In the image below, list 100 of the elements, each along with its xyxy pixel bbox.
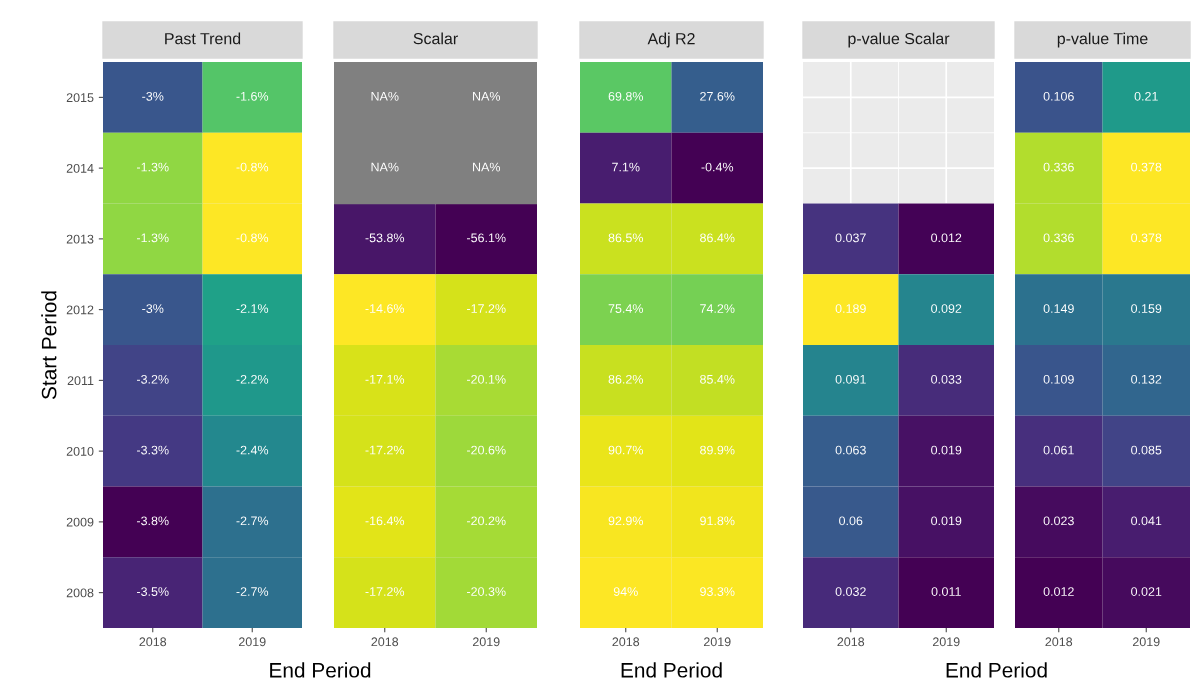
text: NA% bbox=[473, 91, 501, 101]
data-label: -3.8% bbox=[136, 516, 169, 526]
y-tick-label: 2008 bbox=[66, 588, 94, 598]
data-label: -3% bbox=[142, 91, 164, 101]
x-axis-title: End Period bbox=[270, 662, 371, 678]
data-label: 0.336 bbox=[1043, 162, 1074, 172]
data-label: -2.2% bbox=[236, 374, 269, 384]
data-label: 89.9% bbox=[700, 445, 735, 455]
data-label: 69.8% bbox=[608, 91, 644, 101]
x-tick-label: 2018 bbox=[139, 637, 167, 647]
x-tick-label: 2019 bbox=[472, 637, 500, 647]
data-label: 0.378 bbox=[1131, 233, 1162, 243]
chart-title: p-value Time bbox=[1057, 32, 1148, 48]
data-label: 0.159 bbox=[1131, 304, 1162, 313]
y-tick-label: 2013 bbox=[66, 234, 94, 244]
data-label: -56.1% bbox=[467, 233, 506, 243]
data-label: 94% bbox=[613, 587, 638, 596]
x-tick-label: 2018 bbox=[371, 637, 399, 647]
data-label: 0.132 bbox=[1131, 374, 1162, 384]
data-label: 0.061 bbox=[1043, 445, 1074, 455]
x-tick-label: 2019 bbox=[1132, 637, 1160, 647]
data-label: 0.021 bbox=[1131, 587, 1162, 596]
data-label: 0.085 bbox=[1131, 445, 1162, 455]
data-label: -3.5% bbox=[136, 587, 169, 596]
data-label: -2.1% bbox=[236, 304, 269, 313]
data-label: -17.2% bbox=[467, 304, 506, 313]
data-label: 85.4% bbox=[700, 374, 735, 384]
y-tick-label: 2011 bbox=[67, 376, 94, 386]
data-label: -3% bbox=[142, 304, 164, 313]
data-label: -17.2% bbox=[365, 587, 405, 596]
data-label: 86.4% bbox=[700, 233, 735, 243]
data-label: -17.1% bbox=[365, 374, 405, 384]
data-label: 0.033 bbox=[931, 374, 962, 384]
data-label: 0.06 bbox=[839, 516, 863, 526]
data-label: 93.3% bbox=[700, 587, 735, 596]
data-label: 0.091 bbox=[835, 374, 866, 384]
data-label: 0.21 bbox=[1134, 91, 1158, 101]
data-label: 90.7% bbox=[608, 445, 644, 455]
chart-title: Adj R2 bbox=[647, 32, 695, 48]
data-label: 0.106 bbox=[1043, 91, 1074, 101]
data-label: 0.011 bbox=[931, 587, 961, 596]
y-tick-label: 2015 bbox=[66, 93, 94, 103]
data-label: 92.9% bbox=[608, 516, 644, 526]
y-tick-label: 2012 bbox=[66, 305, 94, 315]
data-label: 0.032 bbox=[835, 587, 866, 596]
chart-title: Past Trend bbox=[165, 32, 241, 45]
data-label: 0.109 bbox=[1043, 374, 1074, 384]
data-label: -2.7% bbox=[236, 587, 269, 596]
y-tick-label: 2010 bbox=[66, 446, 94, 456]
data-label: 86.2% bbox=[608, 374, 644, 384]
data-label: 27.6% bbox=[700, 91, 735, 101]
x-tick-label: 2018 bbox=[612, 637, 640, 647]
data-label: 0.378 bbox=[1131, 162, 1162, 172]
data-label: -1.3% bbox=[136, 233, 169, 243]
data-label: -20.6% bbox=[467, 445, 506, 455]
data-label: 75.4% bbox=[608, 304, 644, 313]
data-label: 86.5% bbox=[608, 233, 644, 243]
data-label: 0.012 bbox=[1043, 587, 1074, 596]
x-tick-label: 2019 bbox=[932, 637, 960, 647]
data-label: -20.2% bbox=[467, 516, 506, 526]
data-label: -2.7% bbox=[236, 516, 269, 526]
x-tick-label: 2019 bbox=[703, 637, 731, 647]
data-label: -16.4% bbox=[365, 516, 405, 526]
data-label: -3.3% bbox=[136, 445, 169, 455]
data-label: 91.8% bbox=[700, 516, 735, 526]
data-label: -1.3% bbox=[136, 162, 169, 172]
data-label: -14.6% bbox=[365, 304, 405, 313]
data-label: 0.019 bbox=[931, 516, 962, 526]
data-label: 0.019 bbox=[931, 445, 962, 455]
data-label: -3.2% bbox=[136, 374, 169, 384]
data-label: -2.4% bbox=[236, 445, 269, 455]
data-label: 0.336 bbox=[1043, 233, 1074, 243]
data-label: -53.8% bbox=[365, 233, 405, 243]
data-label: 0.041 bbox=[1131, 516, 1162, 526]
text: NA% bbox=[371, 162, 399, 172]
x-tick-label: 2019 bbox=[238, 637, 266, 647]
chart-title: p-value Scalar bbox=[848, 32, 950, 48]
data-label: -17.2% bbox=[365, 445, 405, 455]
y-axis-title: Start Period bbox=[41, 291, 57, 400]
data-label: -20.1% bbox=[467, 374, 506, 384]
data-label: 0.037 bbox=[835, 233, 866, 243]
data-label: 0.092 bbox=[931, 304, 962, 313]
x-tick-label: 2018 bbox=[837, 637, 865, 647]
data-label: 0.012 bbox=[931, 233, 962, 243]
data-label: 7.1% bbox=[612, 162, 640, 172]
data-label: 74.2% bbox=[700, 304, 735, 313]
text: NA% bbox=[371, 91, 399, 101]
data-label: 0.189 bbox=[835, 304, 866, 313]
data-label: -0.8% bbox=[236, 233, 269, 243]
data-label: -20.3% bbox=[467, 587, 506, 596]
x-axis-title: End Period bbox=[621, 662, 722, 678]
data-label: -0.4% bbox=[701, 162, 734, 172]
x-axis-title: End Period bbox=[946, 662, 1047, 678]
data-label: -1.6% bbox=[236, 91, 269, 101]
data-label: 0.023 bbox=[1043, 516, 1074, 526]
y-tick-label: 2014 bbox=[66, 163, 94, 173]
data-label: -0.8% bbox=[236, 162, 269, 172]
y-tick-label: 2009 bbox=[66, 517, 94, 527]
data-label: 0.063 bbox=[835, 445, 866, 455]
chart-title: Scalar bbox=[413, 32, 458, 45]
